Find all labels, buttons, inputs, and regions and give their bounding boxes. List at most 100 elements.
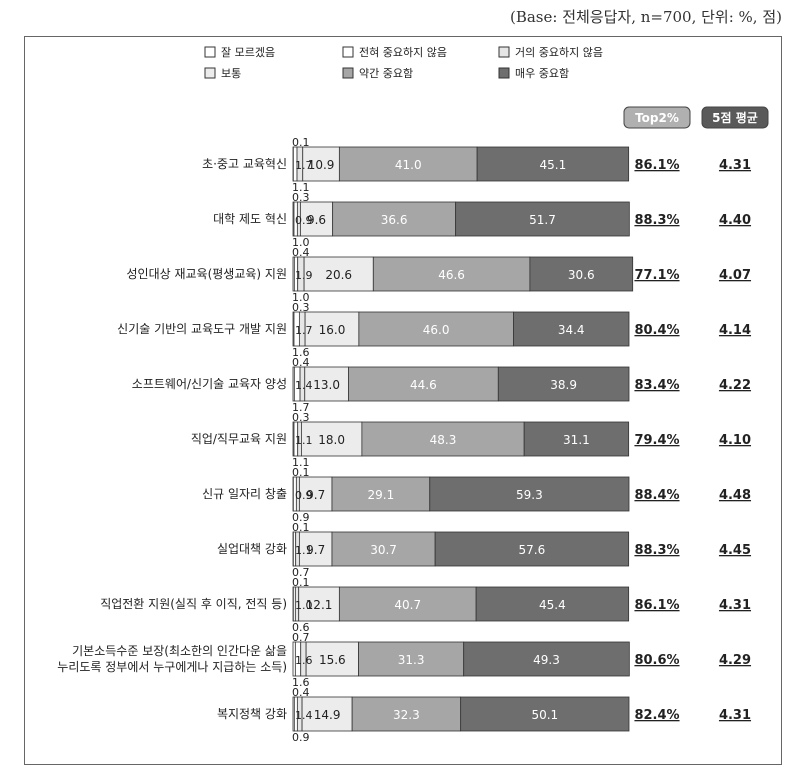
column-value: 4.40 (719, 213, 751, 228)
bar-segment (529, 256, 634, 292)
bar-segment (348, 366, 499, 402)
bar-segment (302, 146, 340, 182)
data-label-small: 0.1 (292, 466, 310, 479)
column-value: 79.4% (634, 433, 679, 448)
data-label-small: 1.6 (292, 346, 310, 359)
category-label: 성인대상 재교육(평생교육) 지원 (126, 267, 287, 281)
data-label: 30.7 (370, 543, 397, 557)
bar-segment (476, 146, 630, 182)
data-label: 12.1 (306, 598, 333, 612)
data-label: 51.7 (529, 213, 556, 227)
data-label-small: 1.1 (295, 434, 313, 447)
bar-segment (513, 311, 630, 347)
data-label: 9.7 (306, 488, 325, 502)
data-label-small: 0.9 (295, 489, 313, 502)
category-label: 대학 제도 혁신 (213, 212, 287, 226)
category-label: 초·중고 교육혁신 (202, 157, 287, 171)
bar-segment (523, 421, 630, 457)
category-label: 직업/직무교육 지원 (191, 432, 287, 446)
bar-segment (497, 366, 630, 402)
data-label: 41.0 (395, 158, 422, 172)
data-label: 13.0 (313, 378, 340, 392)
bar-segment (455, 201, 630, 237)
data-label: 50.1 (531, 708, 558, 722)
bar-segment (304, 366, 349, 402)
column-value: 82.4% (634, 708, 679, 723)
legend-swatch (204, 46, 216, 58)
data-label: 31.3 (398, 653, 425, 667)
data-label-small: 1.7 (292, 401, 310, 414)
data-label-small: 1.0 (295, 599, 313, 612)
data-label: 30.6 (568, 268, 595, 282)
column-value: 4.45 (719, 543, 751, 558)
legend-label: 전혀 중요하지 않음 (359, 45, 447, 59)
legend-swatch (342, 46, 354, 58)
column-header-badge (623, 106, 691, 129)
data-label-small: 1.0 (292, 291, 310, 304)
column-value: 4.10 (719, 433, 751, 448)
data-label-small: 0.1 (292, 136, 310, 149)
data-label-small: 0.3 (292, 191, 310, 204)
category-label: 누리도록 정부에서 누구에게나 지급하는 소득) (57, 660, 287, 674)
data-label-small: 0.1 (292, 521, 310, 534)
bar-segment (298, 476, 333, 512)
data-label: 20.6 (325, 268, 352, 282)
column-value: 4.07 (719, 268, 751, 283)
column-value: 4.22 (719, 378, 751, 393)
data-label-small: 1.6 (295, 654, 313, 667)
category-label: 기본소득수준 보장(최소한의 인간다운 삶을 (72, 644, 287, 658)
legend-label: 매우 중요함 (515, 67, 569, 80)
column-value: 88.4% (634, 488, 679, 503)
category-label: 신규 일자리 창출 (202, 487, 287, 501)
data-label-small: 1.1 (292, 456, 310, 469)
column-value: 83.4% (634, 378, 679, 393)
data-label: 9.7 (306, 543, 325, 557)
bar-segment (463, 641, 630, 677)
data-label: 59.3 (516, 488, 543, 502)
column-value: 4.31 (719, 158, 751, 173)
column-value: 4.31 (719, 708, 751, 723)
bar-segment (361, 421, 525, 457)
base-note: (Base: 전체응답자, n=700, 단위: %, 점) (509, 8, 782, 26)
bar-segment (358, 641, 465, 677)
bar-segment (372, 256, 531, 292)
data-label-small: 0.3 (292, 301, 310, 314)
bar-segment (301, 696, 353, 732)
data-label: 31.1 (563, 433, 590, 447)
data-label: 57.6 (519, 543, 546, 557)
category-label: 복지정책 강화 (217, 706, 287, 721)
data-label-small: 0.9 (292, 511, 310, 524)
data-label-small: 1.4 (295, 709, 313, 722)
bar-segment (303, 256, 374, 292)
chart-frame: 잘 모르겠음 전혀 중요하지 않음 거의 중요하지 않음 보통 약간 중요함 매우 중요함… (24, 36, 782, 765)
bar-segment (331, 476, 431, 512)
data-label: 29.1 (368, 488, 395, 502)
data-label: 18.0 (318, 433, 345, 447)
data-label-small: 0.9 (292, 731, 310, 744)
data-label-small: 0.4 (292, 356, 310, 369)
bar-segment (429, 476, 630, 512)
data-label: 32.3 (393, 708, 420, 722)
legend-swatch (342, 67, 354, 79)
data-label: 34.4 (558, 323, 585, 337)
data-label-small: 0.3 (292, 411, 310, 424)
bar-segment (332, 201, 457, 237)
category-label: 신기술 기반의 교육도구 개발 지원 (117, 322, 287, 336)
data-label: 40.7 (394, 598, 421, 612)
column-value: 4.31 (719, 598, 751, 613)
bar-segment (434, 531, 630, 567)
category-label: 소프트웨어/신기술 교육자 양성 (132, 377, 287, 391)
legend-label: 보통 (221, 67, 241, 80)
bar-segment (299, 201, 334, 237)
data-label-small: 1.9 (295, 269, 313, 282)
data-label-small: 0.7 (292, 631, 310, 644)
column-value: 80.6% (634, 653, 679, 668)
bar-segment (300, 421, 363, 457)
bar-segment (298, 531, 333, 567)
column-value: 4.14 (719, 323, 751, 338)
data-label: 44.6 (410, 378, 437, 392)
data-label-small: 0.6 (292, 621, 310, 634)
data-label: 10.9 (308, 158, 335, 172)
bar-segment (338, 586, 477, 622)
